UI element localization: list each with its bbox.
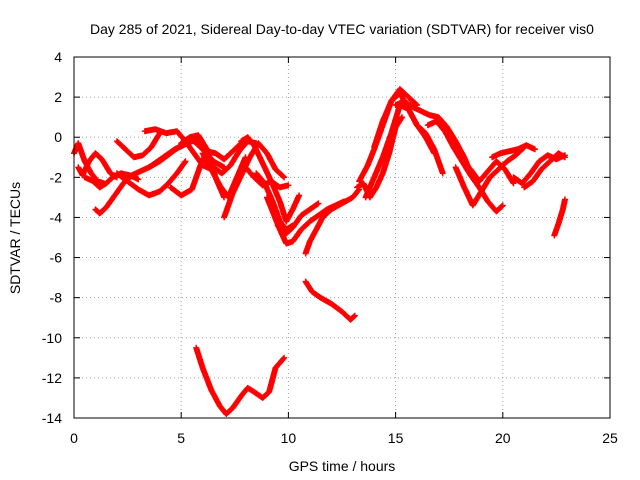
series-arc-21: [193, 344, 288, 417]
y-tick-label: 0: [54, 129, 62, 145]
x-tick-label: 20: [495, 430, 511, 446]
series-arc-28: [452, 144, 528, 209]
y-tick-label: -14: [42, 410, 62, 426]
data-points: [193, 344, 288, 417]
series-arc-20: [302, 278, 358, 323]
series-arc-29: [467, 158, 517, 187]
data-points: [467, 158, 517, 187]
series-arc-30: [489, 142, 538, 161]
data-series: [71, 86, 568, 417]
series-arc-18: [264, 194, 348, 247]
y-tick-label: 2: [54, 89, 62, 105]
x-tick-label: 15: [388, 430, 404, 446]
y-tick-label: -10: [42, 330, 62, 346]
data-points: [521, 150, 568, 191]
chart-title: Day 285 of 2021, Sidereal Day-to-day VTE…: [90, 21, 594, 37]
series-arc-33: [551, 196, 568, 239]
series-arc-19: [302, 186, 363, 257]
series-arc-16: [253, 170, 296, 233]
y-tick-label: 4: [54, 49, 62, 65]
x-tick-label: 0: [70, 430, 78, 446]
y-axis-label: SDTVAR / TECUs: [7, 182, 23, 294]
series-arc-2: [75, 150, 120, 181]
y-tick-label: -2: [50, 169, 63, 185]
data-points: [551, 196, 568, 239]
data-points: [113, 158, 189, 199]
data-points: [452, 144, 528, 209]
series-arc-27: [424, 118, 506, 215]
y-tick-label: -6: [50, 250, 63, 266]
x-tick-label: 10: [281, 430, 297, 446]
series-arc-7: [113, 158, 189, 199]
data-points: [253, 170, 296, 233]
y-tick-label: -8: [50, 290, 63, 306]
data-points: [424, 118, 506, 215]
y-tick-label: -4: [50, 209, 63, 225]
data-points: [75, 150, 120, 181]
data-points: [302, 278, 358, 323]
x-axis-label: GPS time / hours: [289, 458, 396, 474]
x-tick-label: 5: [177, 430, 185, 446]
axis-ticks: 0 5 10 15 20 25 -14 -12 -10 -8 -6 -4 -2 0 2 4: [42, 49, 618, 446]
grid: [74, 57, 610, 418]
series-arc-32: [521, 150, 568, 191]
data-points: [302, 186, 363, 257]
data-points: [113, 130, 163, 161]
plot-frame: [73, 56, 611, 419]
y-tick-label: -12: [42, 370, 62, 386]
data-points: [264, 194, 348, 247]
data-points: [489, 142, 538, 161]
x-tick-label: 25: [602, 430, 618, 446]
series-arc-5: [113, 130, 163, 161]
